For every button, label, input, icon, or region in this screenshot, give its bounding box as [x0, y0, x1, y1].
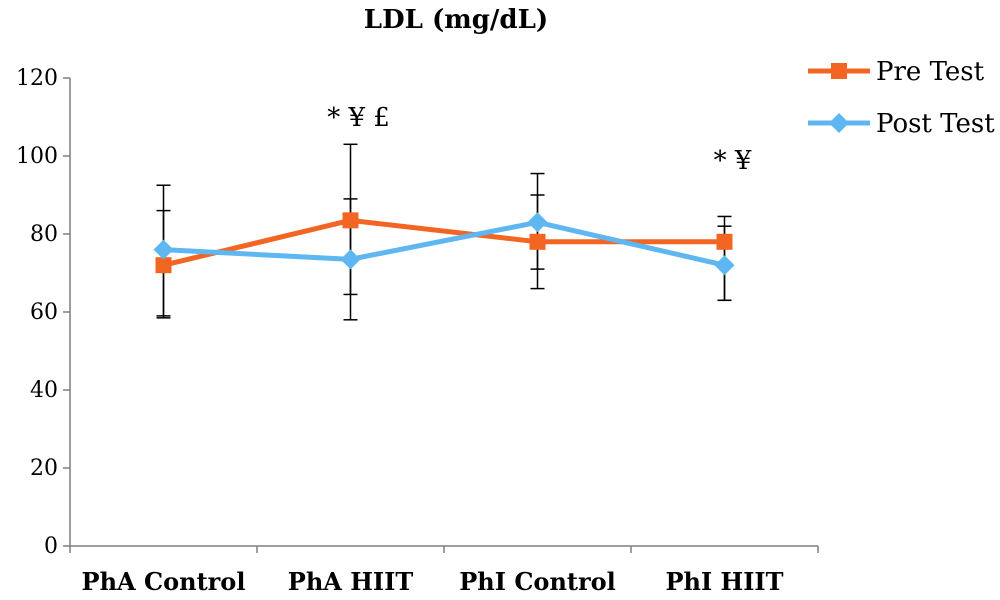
legend-post-test-label: Post Test: [876, 109, 995, 139]
legend-pre-test-label: Pre Test: [876, 57, 985, 87]
x-axis-ticks: PhA Control PhA HIIT PhI Control PhI HIIT: [69, 546, 819, 596]
pre-test-point: [155, 257, 172, 274]
legend: Pre Test Post Test: [808, 57, 995, 139]
y-tick-label: 100: [16, 144, 58, 169]
post-test-point: [714, 255, 735, 276]
x-tick-label: PhA HIIT: [288, 567, 414, 596]
y-tick-label: 0: [44, 534, 58, 559]
pre-test-point: [529, 233, 546, 250]
y-axis-ticks: 0 20 40 60 80 100 120: [16, 66, 70, 559]
x-tick-label: PhI HIIT: [665, 567, 783, 596]
y-tick-label: 60: [30, 300, 58, 325]
post-test-point: [527, 212, 548, 233]
post-test-point: [340, 249, 361, 270]
axes: [69, 78, 818, 547]
significance-annotation: * ¥: [714, 146, 752, 176]
pre-test-point: [342, 212, 359, 229]
chart-title: LDL (mg/dL): [364, 5, 548, 35]
legend-post-test-marker: [829, 113, 849, 133]
series-lines: [162, 217, 726, 268]
legend-pre-test-marker: [831, 63, 847, 79]
y-tick-label: 20: [30, 456, 58, 481]
post-test-point: [153, 239, 174, 260]
x-tick-label: PhI Control: [459, 567, 616, 596]
series-markers: [153, 212, 735, 276]
significance-annotation: * ¥ £: [327, 103, 390, 133]
y-tick-label: 40: [30, 378, 58, 403]
annotations: * ¥ £ * ¥: [327, 103, 752, 176]
pre-test-point: [716, 233, 733, 250]
y-tick-label: 120: [16, 66, 58, 91]
x-tick-label: PhA Control: [82, 567, 246, 596]
post-test-line: [163, 219, 726, 268]
y-tick-label: 80: [30, 222, 58, 247]
